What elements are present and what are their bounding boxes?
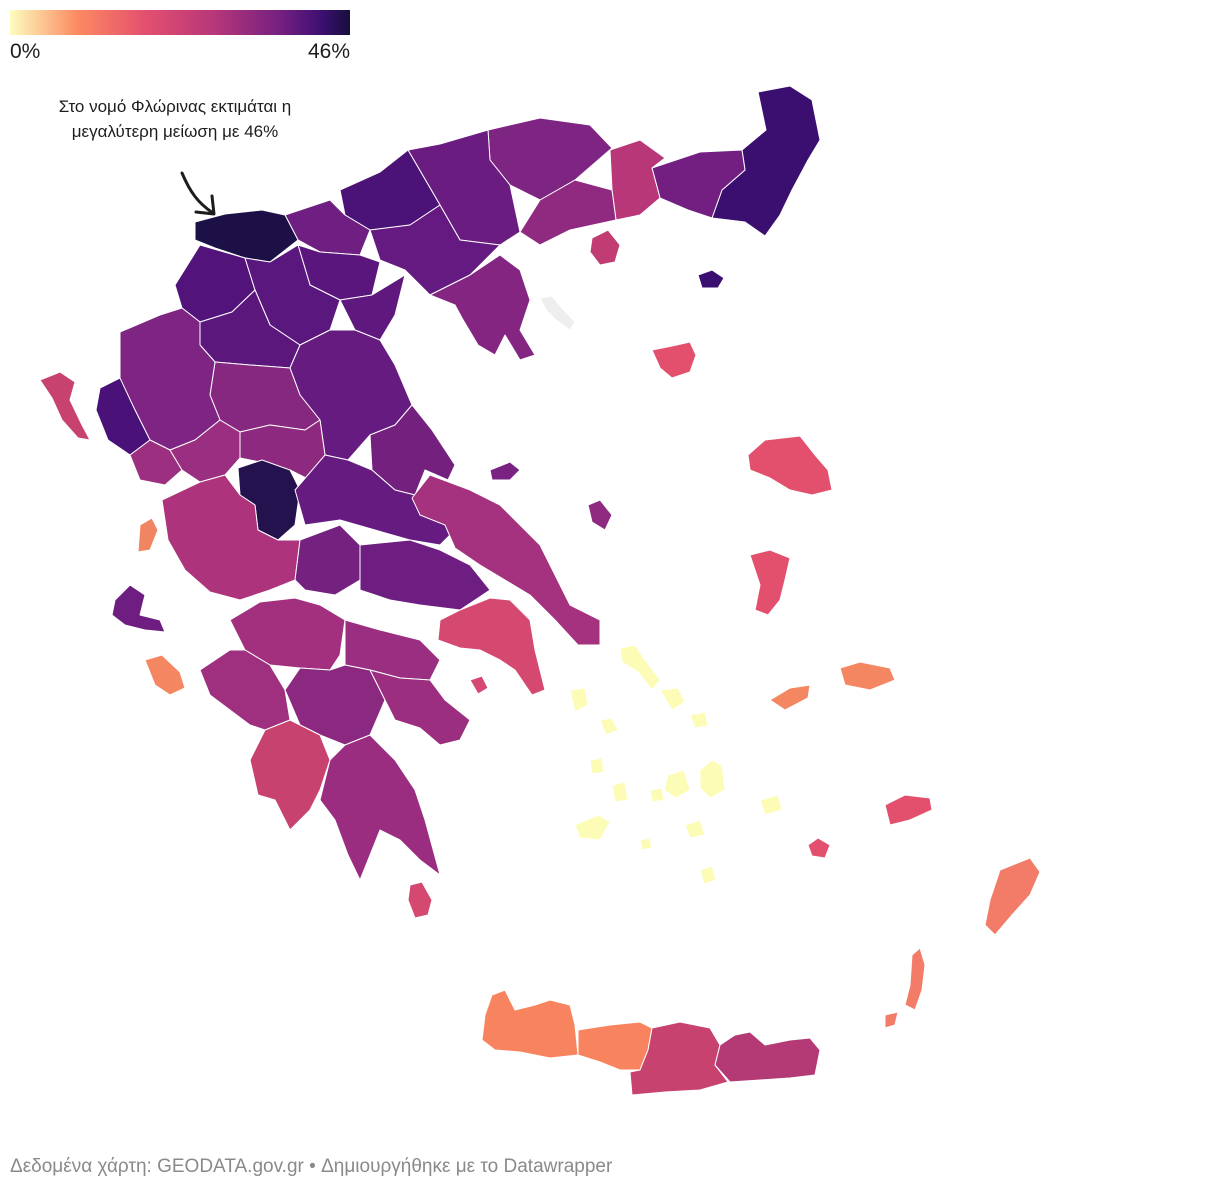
region-rodopi[interactable]: [651, 149, 746, 219]
region-kos[interactable]: [807, 837, 831, 859]
region-chios[interactable]: [749, 549, 791, 616]
map-annotation: Στο νομό Φλώρινας εκτιμάται η μεγαλύτερη…: [10, 94, 340, 144]
region-rethymno[interactable]: [577, 1021, 653, 1071]
region-irakleio[interactable]: [629, 1021, 729, 1096]
region-fokida[interactable]: [294, 524, 361, 596]
region-kythira[interactable]: [407, 881, 433, 919]
region-lasithi[interactable]: [714, 1031, 821, 1083]
region-ikaria[interactable]: [769, 684, 811, 711]
region-chania[interactable]: [481, 989, 579, 1059]
region-thasos[interactable]: [589, 229, 621, 266]
region-lefkada[interactable]: [137, 517, 159, 553]
region-skopelos-sporades[interactable]: [489, 461, 521, 481]
region-arta[interactable]: [169, 419, 241, 483]
legend-max-label: 46%: [307, 40, 350, 63]
region-kavala[interactable]: [519, 179, 617, 246]
region-samos[interactable]: [839, 661, 896, 691]
region-kerkyra[interactable]: [39, 371, 91, 441]
legend-min-label: 0%: [10, 40, 41, 63]
annotation-line-2: μεγαλύτερη μείωση με 46%: [71, 122, 279, 141]
region-argolida[interactable]: [369, 669, 471, 746]
region-limnos[interactable]: [651, 341, 697, 379]
region-mount-athos: [539, 295, 576, 331]
region-evia[interactable]: [411, 474, 601, 646]
region-kefallinia[interactable]: [111, 584, 166, 633]
region-aigina[interactable]: [469, 675, 489, 695]
region-attiki[interactable]: [437, 597, 546, 696]
color-legend: 0% 46%: [10, 10, 350, 63]
footer: Δεδομένα χάρτη: GEODATA.gov.gr • Δημιουρ…: [10, 1156, 612, 1178]
source-text: Δεδομένα χάρτη: GEODATA.gov.gr: [10, 1156, 304, 1177]
region-voiotia[interactable]: [359, 539, 491, 611]
region-pella[interactable]: [284, 199, 371, 256]
region-rhodes[interactable]: [984, 857, 1041, 936]
region-chalkidiki[interactable]: [429, 254, 536, 361]
region-karpathos[interactable]: [904, 947, 926, 1011]
region-cyclades[interactable]: [569, 644, 783, 885]
annotation-line-1: Στο νομό Φλώρινας εκτιμάται η: [58, 97, 292, 116]
legend-gradient-bar: [10, 10, 350, 35]
region-florina[interactable]: [194, 209, 299, 263]
region-kasos[interactable]: [884, 1011, 899, 1029]
region-lesvos[interactable]: [747, 435, 833, 496]
region-kalymnos-leros[interactable]: [884, 794, 933, 826]
region-samothraki[interactable]: [697, 269, 725, 289]
region-lakonia[interactable]: [319, 734, 441, 881]
region-zakynthos[interactable]: [144, 654, 186, 696]
greece-choropleth-map: [39, 85, 1041, 1096]
region-skyros[interactable]: [587, 499, 613, 531]
region-thessaloniki[interactable]: [369, 204, 501, 296]
region-messinia[interactable]: [249, 719, 331, 831]
credit-text[interactable]: • Δημιουργήθηκε με το Datawrapper: [309, 1156, 613, 1177]
